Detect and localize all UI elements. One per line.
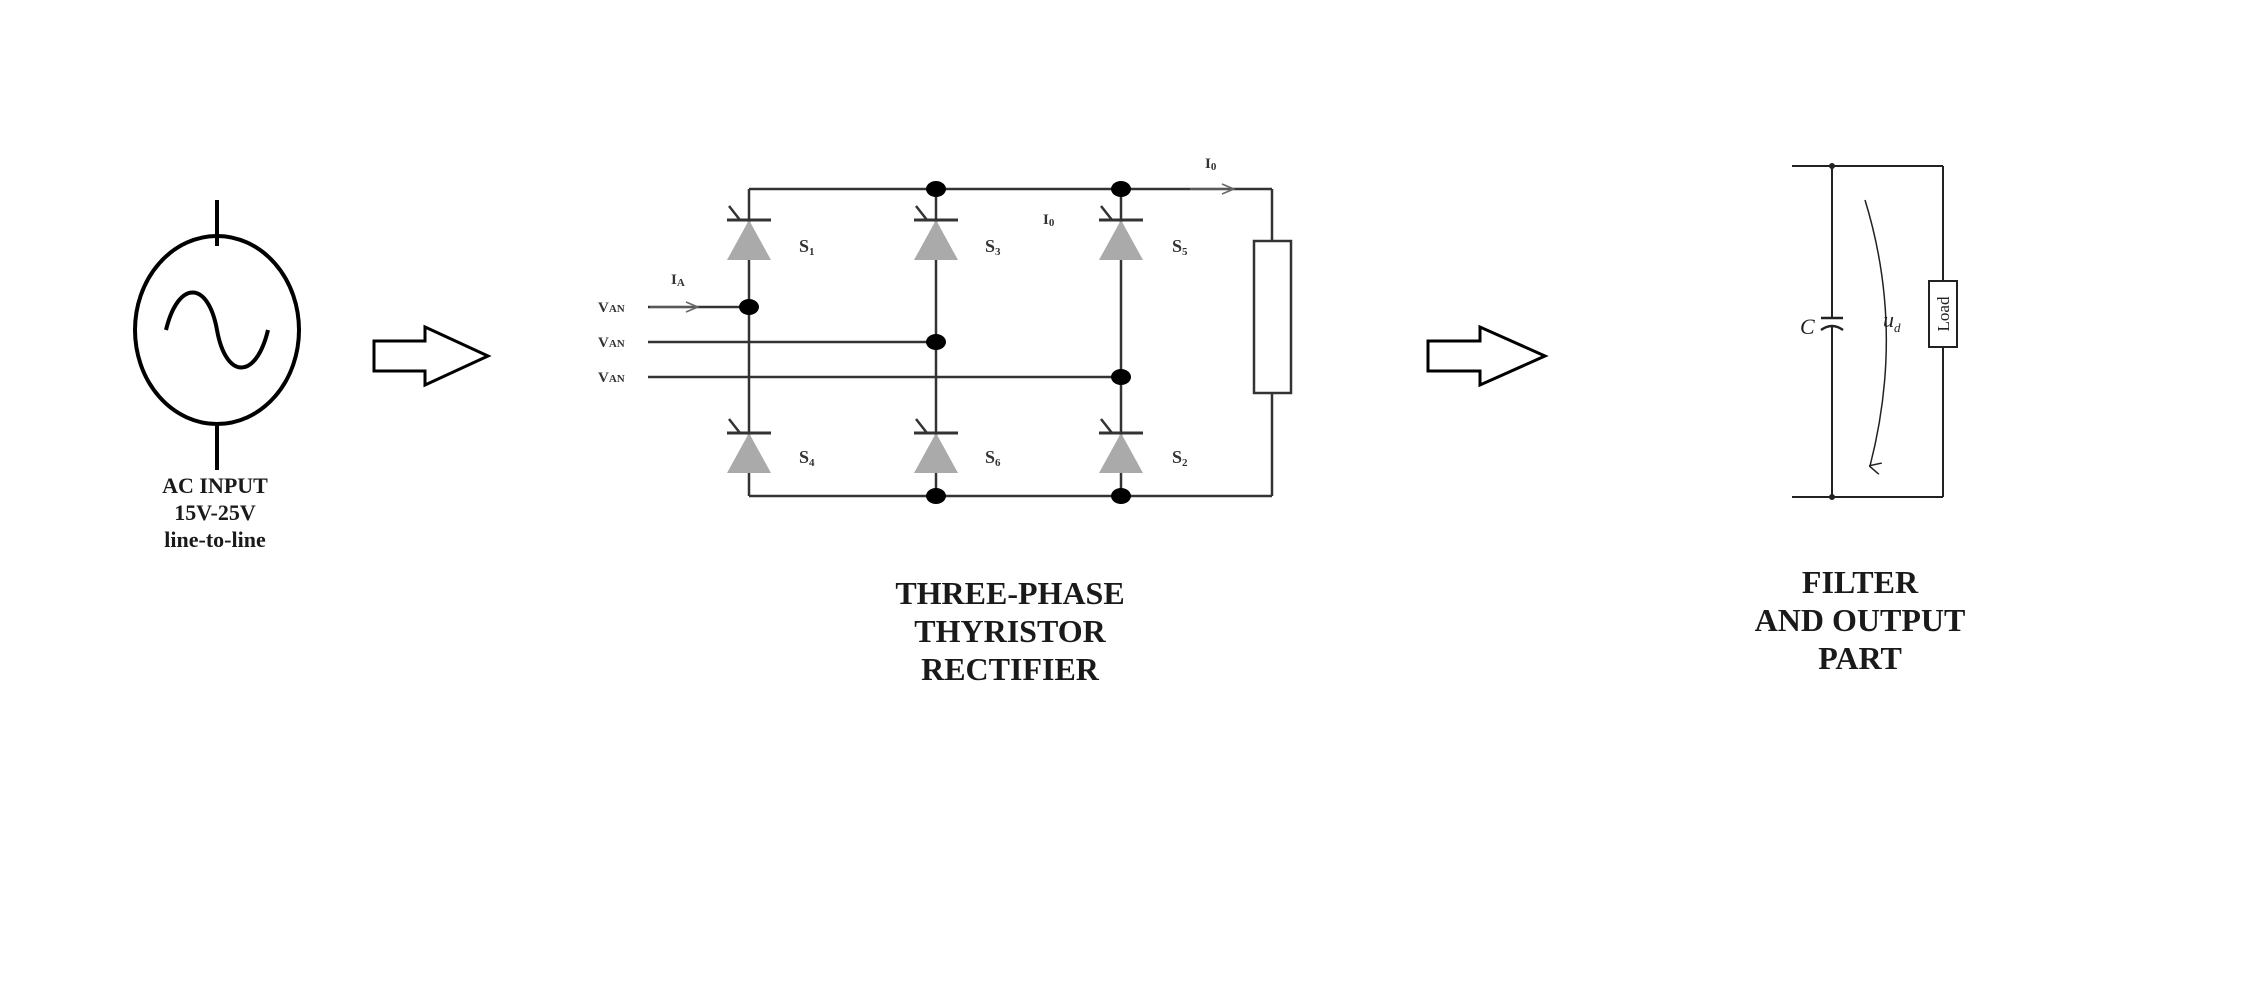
input-label-3: VAN	[598, 370, 625, 386]
node-top-2	[926, 181, 946, 197]
thyristor-s2	[1099, 418, 1143, 473]
rectifier-caption-line-3: RECTIFIER	[921, 651, 1099, 687]
ac-source-symbol	[133, 200, 301, 470]
capacitor-label: C	[1800, 314, 1815, 339]
switch-label-s6: S6	[985, 447, 1001, 469]
mid-current-label: I0	[1043, 212, 1055, 229]
rectifier-caption-line-1: THREE-PHASE	[895, 575, 1125, 611]
rectifier-circuit	[648, 187, 1293, 498]
filter-circuit	[1792, 165, 1958, 498]
output-resistor	[1252, 239, 1293, 395]
rectifier-caption: THREE-PHASE THYRISTOR RECTIFIER	[840, 574, 1180, 688]
load-label: Load	[1934, 296, 1953, 331]
node-bottom-2	[926, 488, 946, 504]
junction-nodes	[739, 181, 1131, 504]
capacitor-plate-bottom	[1820, 324, 1844, 332]
output-current-label: I0	[1205, 156, 1217, 173]
input-label-1: VAN	[598, 300, 625, 316]
filter-caption-line-1: FILTER	[1801, 564, 1919, 600]
thyristor-s5	[1099, 205, 1143, 260]
filter-node-top	[1829, 163, 1835, 169]
filter-caption: FILTER AND OUTPUT PART	[1700, 563, 2020, 677]
sine-wave-icon	[164, 290, 270, 370]
switch-label-s1: S1	[799, 236, 815, 258]
block-arrow-right-icon	[372, 324, 492, 388]
node-top-3	[1111, 181, 1131, 197]
ac-input-voltage: 15V-25V	[174, 500, 256, 525]
block-arrow-right-icon	[1426, 324, 1549, 388]
thyristor-s4	[727, 418, 771, 473]
thyristor-s6	[914, 418, 958, 473]
node-phase-b	[926, 334, 946, 350]
voltage-label: ud	[1883, 307, 1901, 335]
filter-caption-line-3: PART	[1818, 640, 1902, 676]
node-bottom-3	[1111, 488, 1131, 504]
input-current-label: IA	[671, 272, 685, 289]
voltage-arrow	[1864, 199, 1888, 466]
filter-node-bottom	[1829, 494, 1835, 500]
switch-label-s5: S5	[1172, 236, 1188, 258]
rectifier-labels: S1 S3 S5 S4 S6 S2 VAN VAN VAN IA I0 I0	[598, 156, 1217, 469]
switch-label-s2: S2	[1172, 447, 1188, 469]
filter-caption-line-2: AND OUTPUT	[1754, 602, 1966, 638]
thyristor-s3	[914, 205, 958, 260]
node-phase-a	[739, 299, 759, 315]
switch-label-s3: S3	[985, 236, 1001, 258]
ac-input-title: AC INPUT	[162, 473, 268, 498]
input-label-2: VAN	[598, 335, 625, 351]
thyristors	[727, 205, 1143, 473]
node-phase-c	[1111, 369, 1131, 385]
thyristor-s1	[727, 205, 771, 260]
rectifier-caption-line-2: THYRISTOR	[914, 613, 1106, 649]
ac-input-note: line-to-line	[164, 527, 266, 552]
ac-input-caption: AC INPUT 15V-25V line-to-line	[130, 472, 300, 553]
switch-label-s4: S4	[799, 447, 815, 469]
filter-labels: C ud Load	[1800, 296, 1953, 339]
